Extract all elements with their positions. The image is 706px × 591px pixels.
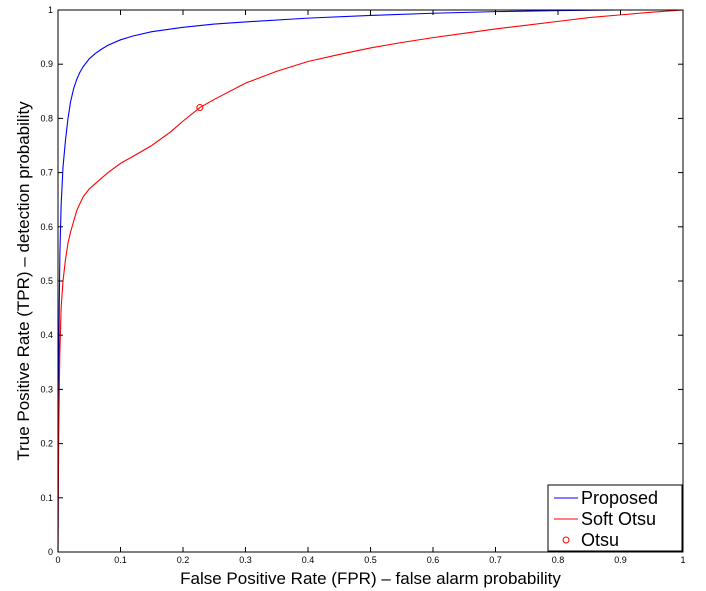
- series-layer: [57, 9, 684, 553]
- x-tick-label: 0.4: [302, 555, 315, 565]
- x-axis-label: False Positive Rate (FPR) – false alarm …: [180, 569, 561, 588]
- y-tick-label: 1: [48, 5, 53, 15]
- legend-entry-soft-otsu: Soft Otsu: [581, 509, 656, 529]
- legend-entry-proposed: Proposed: [581, 488, 658, 508]
- y-tick-label: 0.1: [40, 493, 53, 503]
- y-tick-label: 0.8: [40, 113, 53, 123]
- x-tick-label: 0.6: [427, 555, 440, 565]
- ticks-layer: 0 0.1 0.2 0.3 0.4 0.5 0.6 0.7 0.8 0.9 1 0 0.1 0.2 0.3 0…: [40, 5, 685, 565]
- y-tick-label: 0.3: [40, 384, 53, 394]
- series-line-proposed: [57, 9, 683, 553]
- y-tick-label: 0.6: [40, 222, 53, 232]
- x-tick-label: 1: [680, 555, 685, 565]
- y-axis-label: True Positive Rate (TPR) – detection pro…: [14, 101, 33, 461]
- legend-box: [547, 484, 683, 552]
- y-tick-label: 0.5: [40, 276, 53, 286]
- x-tick-label: 0.3: [239, 555, 252, 565]
- x-tick-label: 0.7: [489, 555, 502, 565]
- series-line-soft-otsu: [57, 9, 684, 553]
- x-tick-label: 0: [55, 555, 60, 565]
- x-tick-label: 0.1: [114, 555, 127, 565]
- y-tick-label: 0.2: [40, 439, 53, 449]
- y-tick-label: 0: [48, 547, 53, 557]
- y-tick-label: 0.4: [40, 330, 53, 340]
- y-tick-label: 0.9: [40, 59, 53, 69]
- x-tick-label: 0.8: [552, 555, 565, 565]
- x-tick-label: 0.9: [614, 555, 627, 565]
- y-tick-label: 0.7: [40, 168, 53, 178]
- x-tick-label: 0.5: [364, 555, 377, 565]
- legend-swatch-otsu: [562, 536, 570, 544]
- legend-entry-otsu: Otsu: [581, 530, 619, 550]
- series-point-otsu: [196, 104, 204, 112]
- legend: Proposed Soft Otsu Otsu: [547, 484, 683, 552]
- x-tick-label: 0.2: [177, 555, 190, 565]
